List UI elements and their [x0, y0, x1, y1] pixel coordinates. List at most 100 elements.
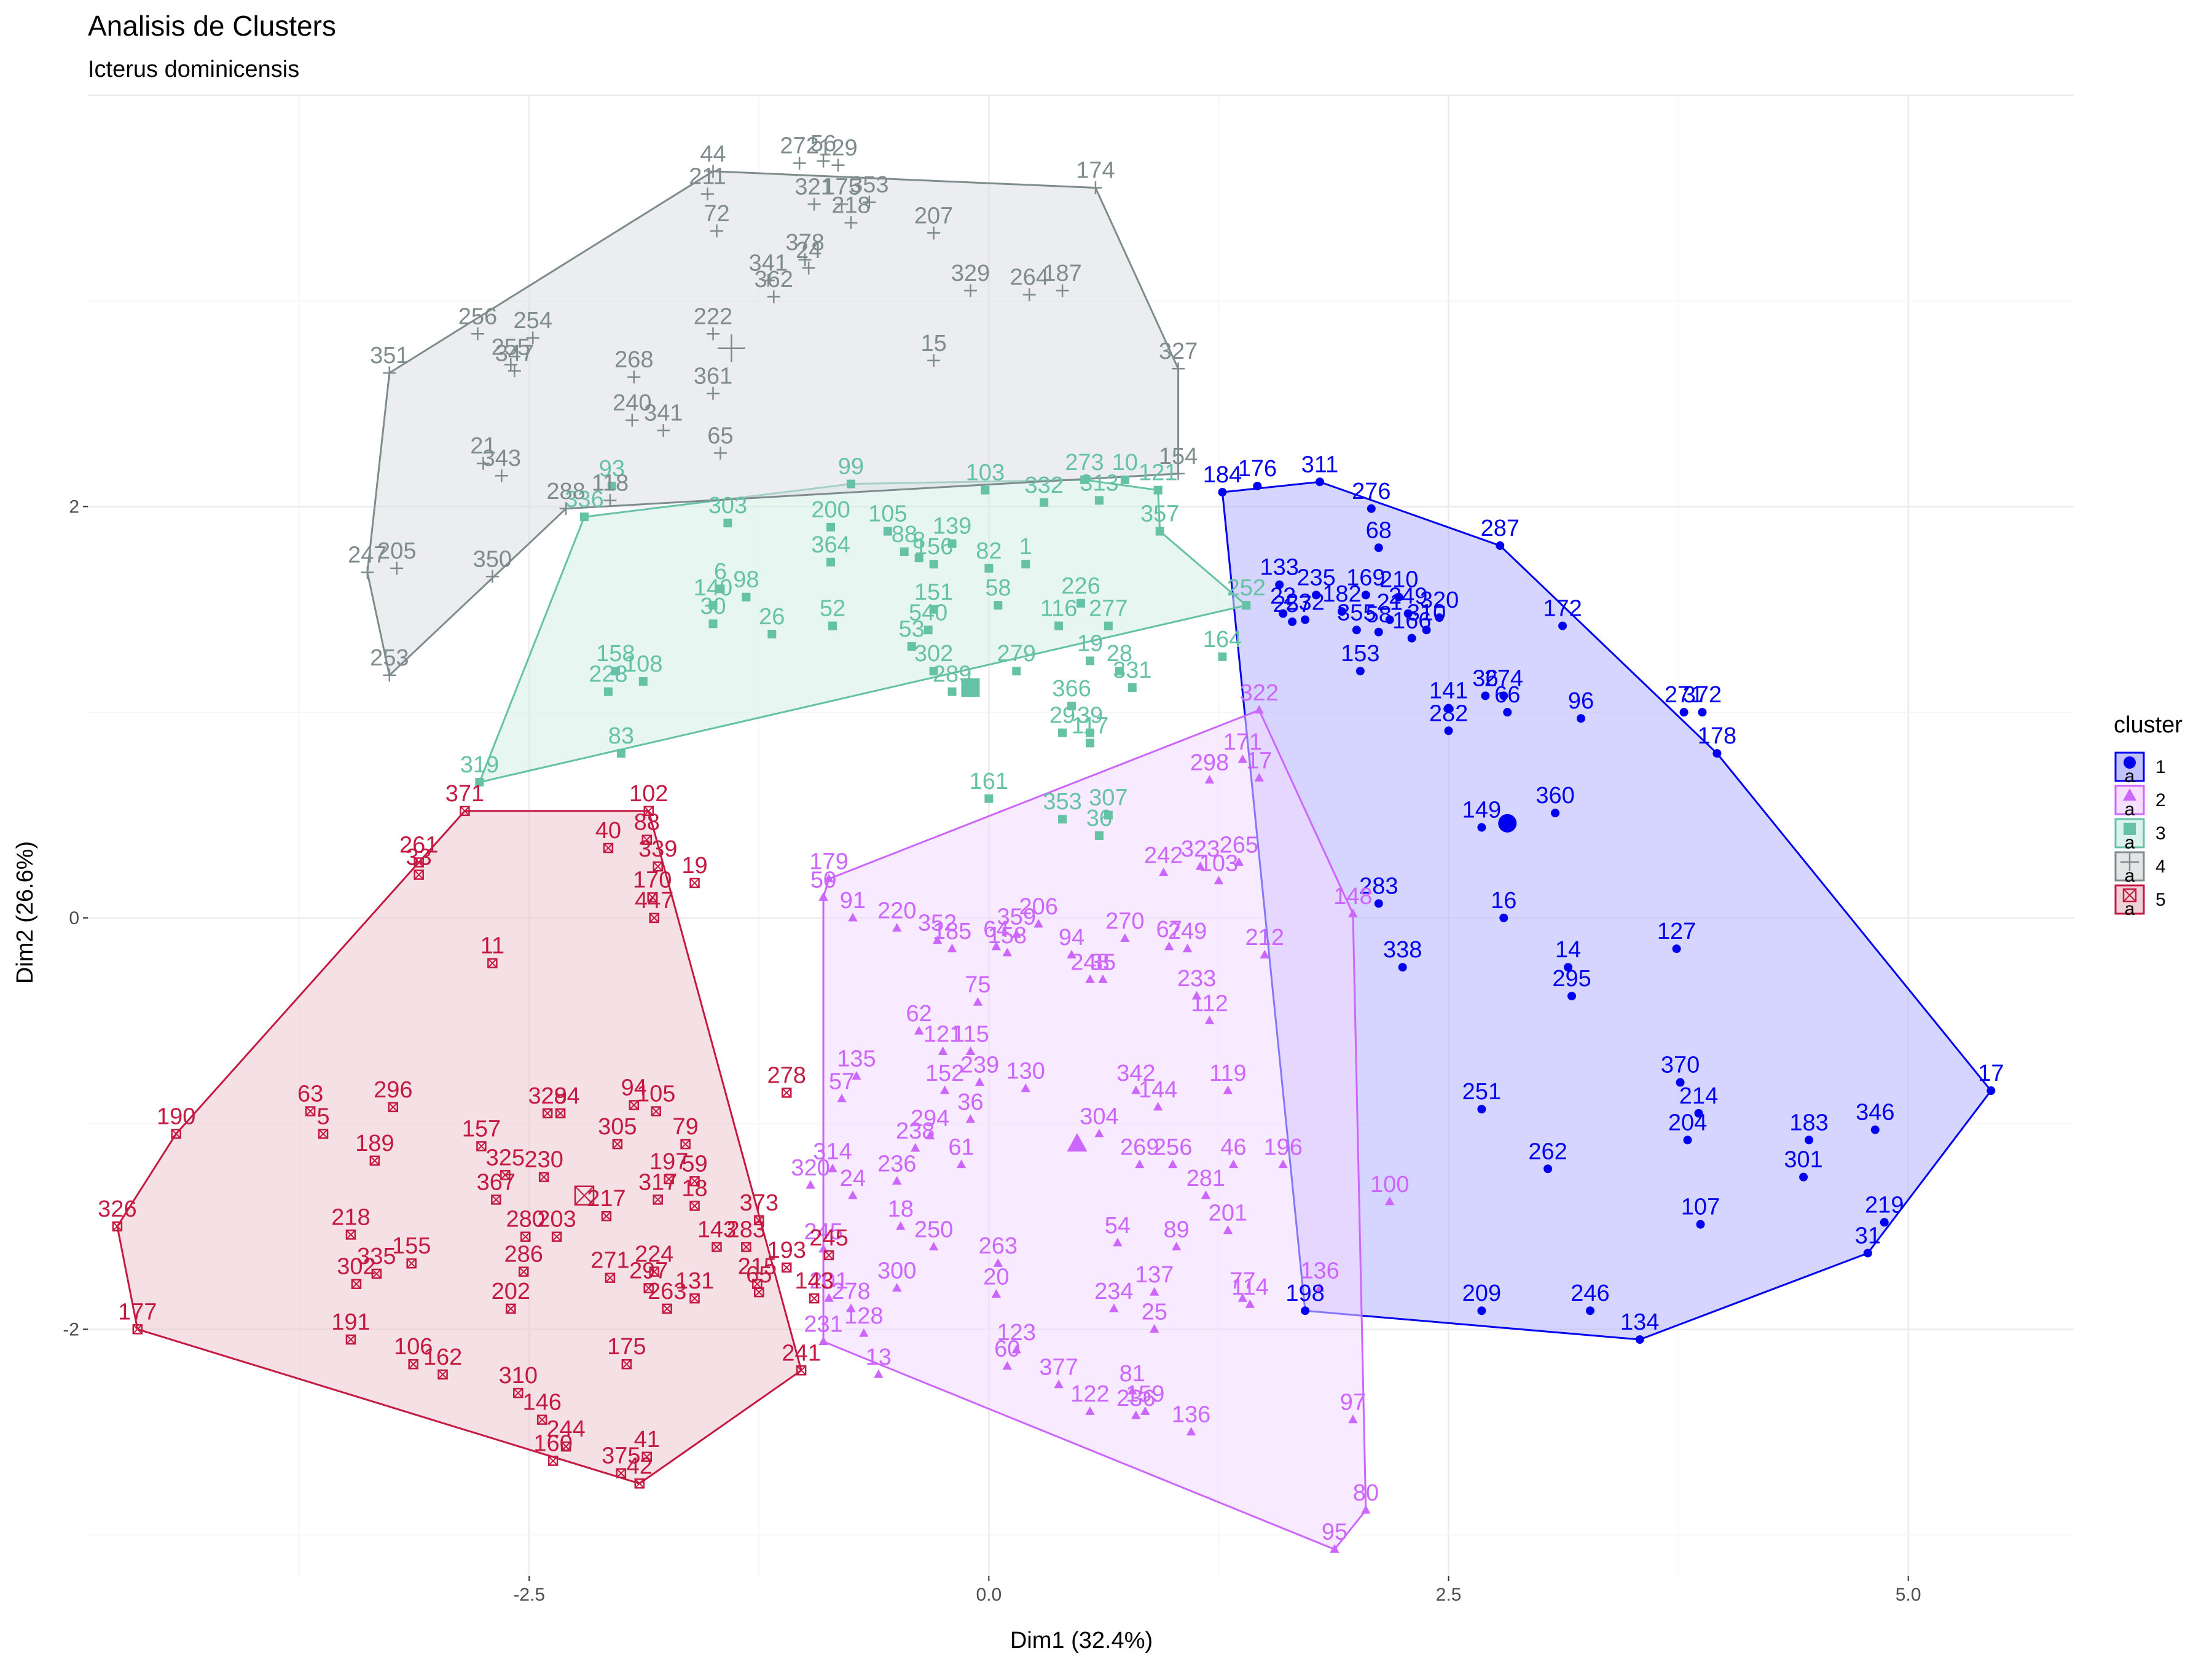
- cluster-3-point: [1085, 728, 1094, 737]
- cluster-3-point: [1058, 815, 1067, 824]
- marker-box: [414, 869, 424, 880]
- marker-box: [491, 1194, 501, 1205]
- point-label: 129: [818, 135, 857, 161]
- marker-box: [414, 857, 424, 868]
- point-label: 191: [331, 1309, 370, 1335]
- point-label: 347: [495, 341, 534, 367]
- cluster-4-point: [471, 327, 484, 340]
- point-label: 164: [1203, 627, 1242, 653]
- point-label: 143: [697, 1217, 736, 1242]
- cluster-5-point: [680, 1139, 691, 1150]
- point-label: 118: [592, 470, 629, 496]
- cluster-1-point: [1253, 481, 1262, 490]
- point-label: 17: [1978, 1061, 2004, 1086]
- cluster-2-point: [892, 1175, 902, 1185]
- point-label: 268: [614, 347, 653, 373]
- point-label: 135: [837, 1046, 876, 1072]
- cluster-4-point: [390, 562, 404, 575]
- point-label: 247: [348, 543, 386, 568]
- marker-box: [2122, 888, 2137, 903]
- cluster-2-hull: [822, 708, 1367, 1551]
- cluster-4-point: [701, 187, 715, 201]
- cluster-5-point: [689, 1201, 700, 1211]
- point-label: 35: [1090, 949, 1116, 975]
- marker-bar: [616, 1468, 626, 1478]
- point-label: 240: [613, 390, 651, 416]
- cluster-4-point: [831, 159, 845, 172]
- cluster-2-point: [965, 1114, 976, 1123]
- point-label: 21: [470, 433, 496, 459]
- marker-bar: [602, 1211, 611, 1221]
- point-label: 136: [1172, 1402, 1210, 1428]
- marker-bar: [782, 1263, 791, 1273]
- cluster-2-point: [1140, 1406, 1150, 1415]
- y-tick-label: 0: [69, 908, 79, 928]
- marker-box: [305, 1106, 316, 1116]
- point-label: 270: [1105, 908, 1144, 934]
- cluster-5-point: [601, 1210, 612, 1222]
- point-label: 8: [912, 528, 925, 554]
- point-label: 66: [1494, 682, 1520, 708]
- point-label: 286: [504, 1242, 543, 1268]
- point-label: 158: [988, 923, 1027, 949]
- point-label: 226: [1061, 573, 1100, 599]
- cluster-1-point: [1398, 963, 1407, 972]
- cluster-2-point: [938, 1046, 948, 1056]
- cluster-3-point: [907, 642, 916, 651]
- cluster-5-point: [408, 1359, 418, 1370]
- point-label: 21: [1377, 590, 1403, 616]
- point-label: 14: [1555, 937, 1581, 963]
- point-label: 256: [1153, 1135, 1192, 1161]
- point-label: 99: [838, 454, 864, 480]
- point-label: 26: [759, 604, 785, 630]
- point-label: 351: [370, 343, 409, 369]
- point-label: 175: [607, 1334, 646, 1360]
- point-label: 94: [1059, 925, 1084, 951]
- cluster-2-point: [1223, 1225, 1233, 1234]
- cluster-2-point: [1348, 908, 1358, 917]
- cluster-2-point: [1171, 1242, 1182, 1251]
- point-label: 131: [675, 1268, 714, 1294]
- cluster-2-point: [1223, 1085, 1233, 1094]
- point-label: 141: [1429, 678, 1468, 704]
- cluster-1-point: [1312, 590, 1321, 600]
- cluster-2-point: [1033, 919, 1043, 928]
- cluster-5-point: [487, 958, 498, 968]
- cluster-3-point: [1104, 810, 1113, 820]
- point-label: 323: [1181, 836, 1220, 862]
- cluster-1-point: [1564, 963, 1573, 972]
- marker-box: [643, 806, 654, 817]
- point-label: 122: [1070, 1381, 1109, 1407]
- point-label: 245: [804, 1219, 842, 1245]
- point-label: 304: [1080, 1104, 1118, 1129]
- marker-box: [649, 1266, 659, 1277]
- marker-box: [649, 912, 659, 924]
- point-label: 366: [1052, 676, 1091, 702]
- point-label: 36: [1472, 665, 1498, 691]
- marker-bar: [689, 878, 700, 888]
- point-label: 342: [1116, 1061, 1155, 1086]
- cluster-1-point: [1288, 617, 1297, 626]
- point-label: 301: [1784, 1147, 1822, 1173]
- point-label: 128: [844, 1303, 883, 1329]
- cluster-5-point: [605, 1273, 616, 1283]
- cluster-4-point: [706, 165, 720, 178]
- point-label: 80: [1353, 1480, 1379, 1506]
- point-label: 53: [899, 616, 925, 642]
- cluster-5-point: [551, 1231, 562, 1242]
- point-label: 287: [1481, 516, 1520, 541]
- marker-bar: [754, 1287, 764, 1297]
- marker-box: [653, 1194, 663, 1205]
- point-label: 252: [1227, 575, 1266, 601]
- marker-bar: [133, 1324, 143, 1335]
- point-label: 246: [1571, 1281, 1609, 1306]
- point-label: 166: [1392, 608, 1431, 634]
- marker-box: [171, 1129, 181, 1139]
- cluster-5-point: [345, 1230, 356, 1240]
- cluster-2-point: [1153, 1102, 1163, 1111]
- point-label: 63: [297, 1081, 323, 1107]
- marker-bar: [642, 1452, 652, 1462]
- point-label: 157: [462, 1116, 501, 1142]
- axis-ticks: -2.5 0.0 2.5 5.0 -2 0 2: [63, 496, 1921, 1605]
- point-label: 238: [896, 1118, 935, 1144]
